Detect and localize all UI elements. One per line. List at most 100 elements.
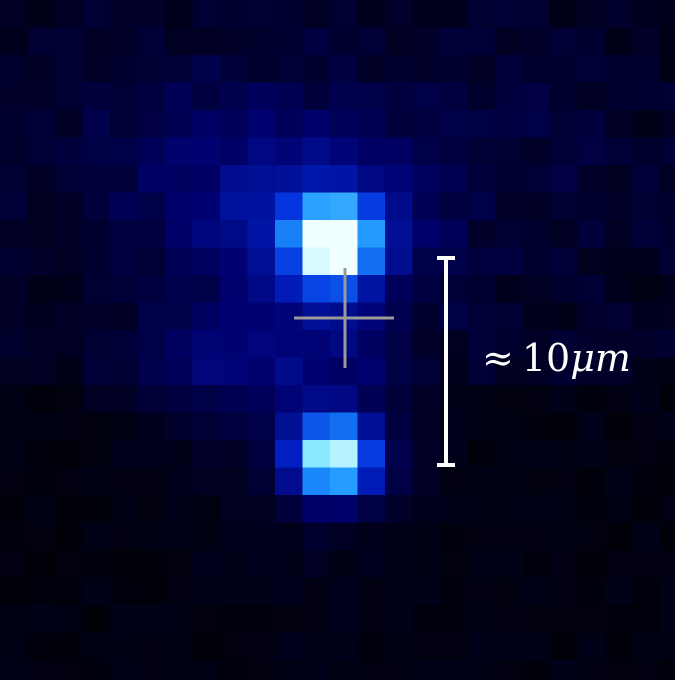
intensity-pixel [605,302,634,331]
intensity-pixel [440,550,469,579]
intensity-pixel [330,467,359,496]
intensity-pixel [55,137,84,166]
intensity-pixel [82,330,111,359]
intensity-pixel [192,275,221,304]
intensity-pixel [385,55,414,84]
intensity-pixel [247,495,276,524]
intensity-pixel [220,330,249,359]
intensity-pixel [247,247,276,276]
intensity-pixel [357,55,386,84]
intensity-pixel [165,412,194,441]
intensity-pixel [302,27,331,56]
intensity-pixel [495,55,524,84]
intensity-pixel [275,55,304,84]
intensity-pixel [522,467,551,496]
intensity-pixel [385,0,414,29]
intensity-pixel [385,412,414,441]
intensity-pixel [165,577,194,606]
intensity-pixel [247,27,276,56]
intensity-pixel [632,137,661,166]
intensity-pixel [192,495,221,524]
intensity-pixel [27,412,56,441]
intensity-pixel [55,467,84,496]
intensity-pixel [495,660,524,680]
intensity-pixel [385,165,414,194]
intensity-pixel [385,385,414,414]
intensity-pixel [330,27,359,56]
intensity-pixel [577,110,606,139]
intensity-pixel [550,82,579,111]
intensity-pixel [82,110,111,139]
intensity-pixel [165,385,194,414]
intensity-pixel [110,522,139,551]
intensity-pixel [27,632,56,661]
intensity-pixel [82,357,111,386]
intensity-pixel [660,440,675,469]
intensity-pixel [302,495,331,524]
intensity-pixel [82,522,111,551]
intensity-pixel [467,550,496,579]
scale-unit: μm [570,336,631,380]
intensity-pixel [522,412,551,441]
intensity-pixel [110,660,139,680]
intensity-pixel [137,550,166,579]
intensity-pixel [220,165,249,194]
intensity-pixel [275,0,304,29]
intensity-pixel [412,632,441,661]
intensity-pixel [467,0,496,29]
intensity-pixel [660,82,675,111]
intensity-pixel [165,220,194,249]
intensity-pixel [302,82,331,111]
intensity-pixel [275,275,304,304]
intensity-pixel [165,275,194,304]
intensity-pixel [440,495,469,524]
intensity-pixel [385,495,414,524]
intensity-pixel [440,522,469,551]
intensity-pixel [110,137,139,166]
intensity-pixel [275,550,304,579]
intensity-pixel [137,660,166,680]
intensity-pixel [220,577,249,606]
intensity-pixel [302,165,331,194]
intensity-pixel [550,522,579,551]
intensity-pixel [55,302,84,331]
intensity-pixel [467,192,496,221]
intensity-pixel [467,440,496,469]
intensity-pixel [27,82,56,111]
intensity-pixel [27,247,56,276]
intensity-pixel [357,412,386,441]
intensity-pixel [302,55,331,84]
intensity-pixel [412,0,441,29]
intensity-pixel [632,467,661,496]
intensity-pixel [495,357,524,386]
intensity-pixel [0,27,29,56]
intensity-pixel [82,385,111,414]
intensity-pixel [82,632,111,661]
intensity-pixel [385,110,414,139]
intensity-pixel [82,467,111,496]
intensity-pixel [0,55,29,84]
intensity-pixel [247,385,276,414]
intensity-pixel [467,522,496,551]
intensity-pixel [605,137,634,166]
intensity-pixel [137,27,166,56]
intensity-pixel [357,660,386,680]
intensity-pixel [330,0,359,29]
intensity-pixel [247,137,276,166]
intensity-pixel [82,660,111,680]
intensity-pixel [330,577,359,606]
intensity-pixel [55,605,84,634]
intensity-pixel [550,192,579,221]
intensity-pixel [137,55,166,84]
intensity-pixel [0,137,29,166]
intensity-pixel [550,550,579,579]
intensity-pixel [220,137,249,166]
intensity-pixel [110,165,139,194]
intensity-pixel [82,82,111,111]
intensity-pixel [632,165,661,194]
intensity-pixel [357,220,386,249]
intensity-pixel [330,495,359,524]
intensity-pixel [330,385,359,414]
intensity-pixel [440,82,469,111]
